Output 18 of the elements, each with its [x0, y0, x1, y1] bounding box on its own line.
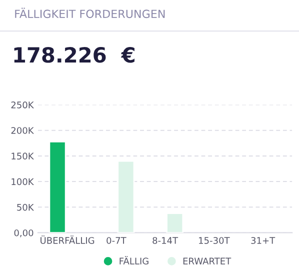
legend-label: FÄLLIG [120, 256, 148, 264]
y-tick-label: 0,00 [14, 229, 34, 238]
x-tick-label: 31+T [251, 237, 276, 244]
x-tick-label: 0-7T [106, 237, 126, 244]
legend-label: ERWARTET [183, 258, 232, 264]
y-tick-label: 250K [11, 101, 34, 108]
bar [166, 212, 184, 233]
chart-title: FÄLLIGKEIT FORDERUNGEN [15, 8, 165, 18]
y-tick-label: 50K [17, 204, 34, 211]
chart-subtitle: 178.226 € [14, 46, 134, 63]
x-tick-label: 15-30T [199, 237, 230, 244]
bar [48, 140, 66, 233]
y-tick-label: 150K [12, 152, 34, 160]
bar [117, 160, 135, 233]
y-tick-label: 200K [11, 127, 34, 134]
x-tick-label: 8-14T [152, 237, 178, 244]
y-tick-label: 100K [12, 178, 34, 186]
x-tick-label: ÜBERFÄLLIG [40, 236, 94, 244]
